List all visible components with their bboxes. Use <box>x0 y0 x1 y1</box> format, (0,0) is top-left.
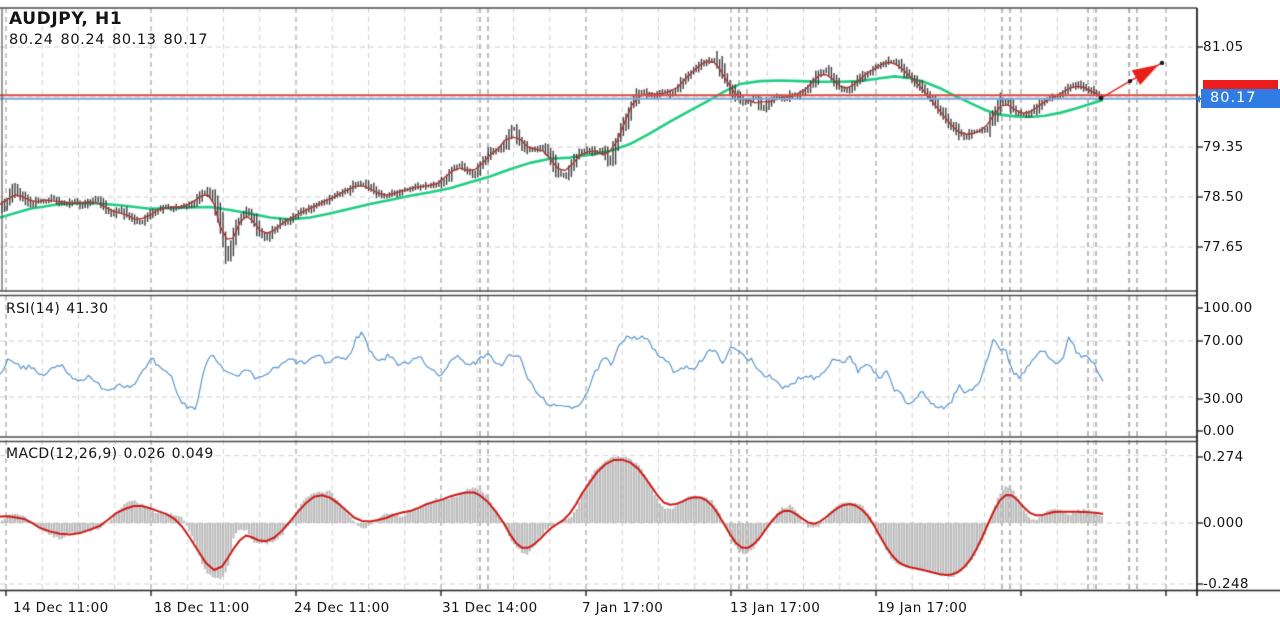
y-axis-label: 0.274 <box>1203 449 1244 465</box>
ohlc-open: 80.24 <box>9 32 54 48</box>
time-axis-label: 19 Jan 17:00 <box>877 600 968 616</box>
time-axis-label: 31 Dec 14:00 <box>442 600 538 616</box>
y-axis-label: 81.05 <box>1203 39 1244 55</box>
y-axis-label: 100.00 <box>1203 300 1253 316</box>
time-axis-label: 18 Dec 11:00 <box>154 600 250 616</box>
time-axis-label: 24 Dec 11:00 <box>294 600 390 616</box>
y-axis-label: 0.00 <box>1203 423 1235 439</box>
y-axis-label: 78.50 <box>1203 188 1244 205</box>
time-axis-label: 7 Jan 17:00 <box>582 600 664 616</box>
ohlc-close: 80.17 <box>163 32 209 48</box>
macd-signal-value: 0.049 <box>171 446 214 462</box>
rsi-indicator-label: RSI(14) 41.30 <box>6 301 114 317</box>
y-axis-label: 77.65 <box>1203 238 1244 255</box>
symbol-title: AUDJPY, H1 <box>9 9 123 29</box>
ohlc-low: 80.13 <box>112 32 157 48</box>
y-axis-label: 79.35 <box>1203 138 1244 155</box>
macd-indicator-label: MACD(12,26,9) 0.026 0.049 <box>6 446 220 462</box>
ohlc-readout: 80.24 80.24 80.13 80.17 <box>9 32 215 48</box>
rsi-name: RSI(14) <box>6 301 61 317</box>
time-axis-label: 13 Jan 17:00 <box>730 600 821 616</box>
rsi-value: 41.30 <box>66 301 109 317</box>
y-axis-label: -0.248 <box>1203 576 1249 592</box>
time-axis-label: 14 Dec 11:00 <box>13 600 109 616</box>
macd-value: 0.026 <box>123 446 166 462</box>
bid-price-tag: 80.17 <box>1196 89 1280 108</box>
y-axis-label: 70.00 <box>1203 333 1244 349</box>
y-axis-label: 30.00 <box>1203 391 1244 407</box>
ohlc-high: 80.24 <box>60 32 106 48</box>
y-axis-label: 0.000 <box>1203 515 1244 531</box>
macd-name: MACD(12,26,9) <box>6 446 118 462</box>
